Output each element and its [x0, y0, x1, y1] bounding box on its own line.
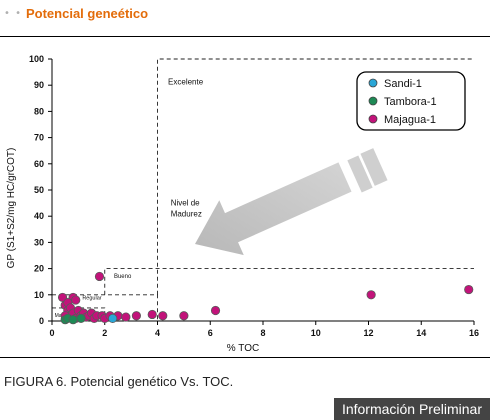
section-header: • • Potencial geneético — [4, 4, 148, 22]
y-tick-label: 100 — [29, 54, 44, 64]
zone-label-malo: Malo — [55, 313, 66, 319]
data-point-majagua-1 — [94, 271, 105, 282]
y-tick-label: 40 — [34, 211, 44, 221]
x-tick-label: 0 — [49, 328, 54, 338]
x-tick-label: 16 — [469, 328, 479, 338]
x-tick-label: 8 — [260, 328, 265, 338]
y-tick-label: 80 — [34, 106, 44, 116]
data-point-majagua-1 — [464, 284, 474, 295]
bullet-dots: • • — [4, 7, 22, 19]
data-point-tambora-1 — [68, 315, 78, 325]
preliminary-badge: Información Preliminar — [333, 398, 490, 420]
scatter-chart: Malo Regular Bueno Excelente Nivel de Madure… — [6, 54, 479, 354]
x-tick-label: 2 — [102, 328, 107, 338]
y-tick-label: 20 — [34, 264, 44, 274]
legend-marker — [368, 78, 378, 88]
zone-boundary-bueno — [104, 268, 474, 295]
section-title: Potencial geneético — [25, 5, 149, 21]
y-tick-label: 90 — [34, 80, 44, 90]
y-tick-label: 10 — [34, 290, 44, 300]
legend-marker — [368, 96, 378, 106]
maturity-annotation-line: Madurez — [171, 210, 202, 219]
maturity-arrow-stripe — [347, 155, 373, 193]
y-axis-title: GP (S1+S2/mg HC/grCOT) — [6, 148, 17, 269]
zone-label-excelente: Excelente — [168, 78, 204, 87]
x-tick-label: 10 — [311, 328, 321, 338]
data-point-sandi-1 — [108, 313, 118, 323]
maturity-arrow-body — [195, 162, 352, 256]
data-point-majagua-1 — [179, 311, 189, 321]
data-point-majagua-1 — [131, 311, 141, 321]
y-tick-label: 50 — [34, 185, 44, 195]
legend-label: Tambora-1 — [384, 96, 437, 108]
zone-boundary-excelente — [157, 58, 474, 295]
y-tick-label: 0 — [39, 316, 44, 326]
figure-caption: FIGURA 6. Potencial genético Vs. TOC. — [4, 374, 234, 389]
legend-box — [356, 71, 466, 131]
y-tick-label: 60 — [34, 159, 44, 169]
maturity-arrow-stripe — [360, 148, 388, 186]
data-point-majagua-1 — [121, 312, 131, 322]
data-point-tambora-1 — [76, 313, 86, 323]
x-tick-label: 12 — [363, 328, 373, 338]
data-point-majagua-1 — [210, 305, 221, 316]
data-point-majagua-1 — [366, 290, 376, 300]
y-tick-label: 70 — [34, 133, 44, 143]
zone-label-regular: Regular — [82, 296, 101, 302]
chart-frame: Malo Regular Bueno Excelente Nivel de Madure… — [0, 36, 490, 358]
data-point-majagua-1 — [158, 311, 168, 321]
data-point-majagua-1 — [147, 309, 157, 320]
data-point-majagua-1 — [71, 295, 81, 305]
x-tick-label: 6 — [208, 328, 213, 338]
maturity-annotation-line: Nivel de — [171, 199, 200, 208]
x-tick-label: 4 — [155, 328, 160, 338]
legend-marker — [368, 114, 378, 124]
y-tick-label: 30 — [34, 237, 44, 247]
x-axis-title: % TOC — [227, 343, 259, 354]
legend-label: Sandi-1 — [384, 78, 422, 90]
x-tick-label: 14 — [416, 328, 426, 338]
zone-label-bueno: Bueno — [114, 274, 132, 280]
legend-label: Majagua-1 — [384, 114, 436, 126]
